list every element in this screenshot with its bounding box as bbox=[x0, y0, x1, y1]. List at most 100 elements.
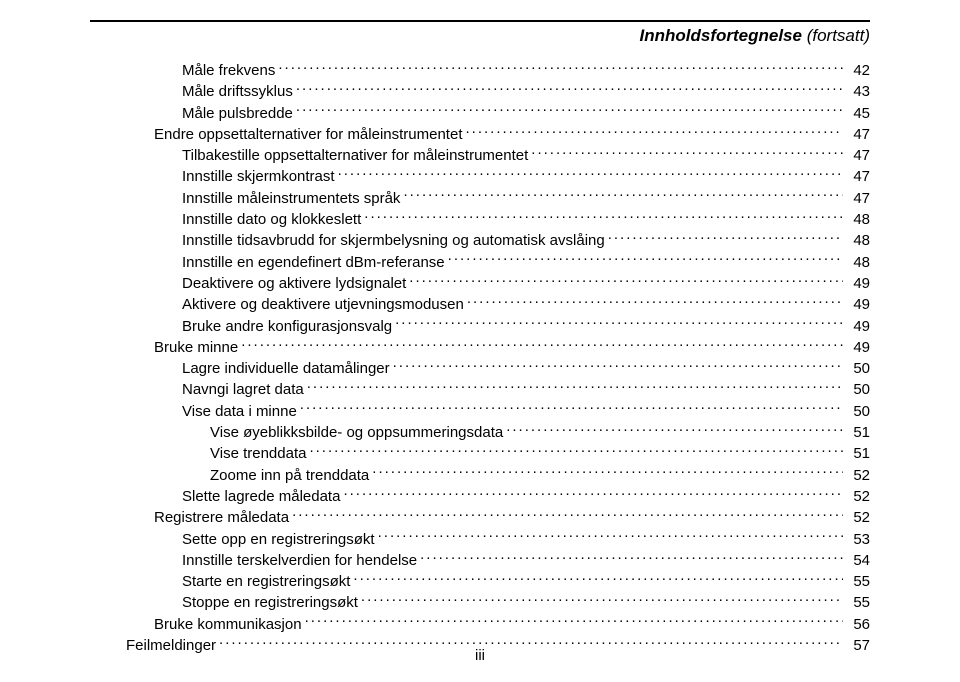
toc-label: Registrere måledata bbox=[154, 507, 289, 528]
toc-page-number: 47 bbox=[846, 166, 870, 187]
toc-label: Tilbakestille oppsettalternativer for må… bbox=[182, 145, 528, 166]
toc-page-number: 42 bbox=[846, 60, 870, 81]
page-number: iii bbox=[0, 647, 960, 664]
toc-label: Bruke kommunikasjon bbox=[154, 614, 302, 635]
toc-page-number: 49 bbox=[846, 294, 870, 315]
toc-label: Starte en registreringsøkt bbox=[182, 571, 350, 592]
toc-page-number: 53 bbox=[846, 529, 870, 550]
toc-entry: Starte en registreringsøkt 55 bbox=[90, 571, 870, 592]
toc-label: Måle frekvens bbox=[182, 60, 275, 81]
toc-label: Innstille tidsavbrudd for skjermbelysnin… bbox=[182, 230, 605, 251]
toc-label: Endre oppsettalternativer for måleinstru… bbox=[154, 124, 463, 145]
toc-page-number: 52 bbox=[846, 507, 870, 528]
toc-leader-dots bbox=[409, 273, 843, 288]
toc-page-number: 49 bbox=[846, 316, 870, 337]
toc-leader-dots bbox=[378, 529, 843, 544]
toc-label: Aktivere og deaktivere utjevningsmodusen bbox=[182, 294, 464, 315]
toc-entry: Måle driftssyklus 43 bbox=[90, 81, 870, 102]
toc-entry: Sette opp en registreringsøkt53 bbox=[90, 529, 870, 550]
toc-entry: Bruke minne 49 bbox=[90, 337, 870, 358]
toc-entry: Lagre individuelle datamålinger 50 bbox=[90, 358, 870, 379]
toc-entry: Slette lagrede måledata52 bbox=[90, 486, 870, 507]
toc-label: Innstille dato og klokkeslett bbox=[182, 209, 361, 230]
toc-entry: Deaktivere og aktivere lydsignalet 49 bbox=[90, 273, 870, 294]
table-of-contents: Måle frekvens42Måle driftssyklus43Måle p… bbox=[90, 60, 870, 656]
toc-page-number: 48 bbox=[846, 209, 870, 230]
toc-entry: Innstille en egendefinert dBm-referanse 4… bbox=[90, 252, 870, 273]
toc-page-number: 48 bbox=[846, 252, 870, 273]
toc-entry: Måle frekvens 42 bbox=[90, 60, 870, 81]
toc-page-number: 43 bbox=[846, 81, 870, 102]
toc-page-number: 50 bbox=[846, 401, 870, 422]
toc-leader-dots bbox=[305, 614, 843, 629]
toc-leader-dots bbox=[506, 422, 843, 437]
header-title: Innholdsfortegnelse (fortsatt) bbox=[90, 26, 870, 46]
toc-page-number: 51 bbox=[846, 422, 870, 443]
toc-page-number: 50 bbox=[846, 358, 870, 379]
toc-leader-dots bbox=[361, 592, 843, 607]
toc-label: Navngi lagret data bbox=[182, 379, 304, 400]
toc-entry: Endre oppsettalternativer for måleinstru… bbox=[90, 124, 870, 145]
toc-entry: Innstille skjermkontrast47 bbox=[90, 166, 870, 187]
toc-label: Lagre individuelle datamålinger bbox=[182, 358, 390, 379]
toc-label: Innstille terskelverdien for hendelse bbox=[182, 550, 417, 571]
toc-page-number: 47 bbox=[846, 124, 870, 145]
header-rule bbox=[90, 20, 870, 22]
toc-entry: Navngi lagret data 50 bbox=[90, 379, 870, 400]
toc-page-number: 52 bbox=[846, 465, 870, 486]
toc-entry: Vise trenddata51 bbox=[90, 443, 870, 464]
toc-page-number: 47 bbox=[846, 188, 870, 209]
toc-entry: Aktivere og deaktivere utjevningsmodusen… bbox=[90, 294, 870, 315]
toc-leader-dots bbox=[338, 166, 843, 181]
toc-leader-dots bbox=[531, 145, 843, 160]
toc-leader-dots bbox=[420, 550, 843, 565]
toc-leader-dots bbox=[300, 401, 843, 416]
header-title-cont: (fortsatt) bbox=[802, 26, 870, 45]
toc-leader-dots bbox=[372, 465, 843, 480]
toc-page-number: 55 bbox=[846, 592, 870, 613]
toc-leader-dots bbox=[448, 252, 843, 267]
toc-page-number: 49 bbox=[846, 273, 870, 294]
toc-page-number: 50 bbox=[846, 379, 870, 400]
toc-label: Bruke minne bbox=[154, 337, 238, 358]
toc-page-number: 49 bbox=[846, 337, 870, 358]
toc-entry: Innstille dato og klokkeslett 48 bbox=[90, 209, 870, 230]
toc-leader-dots bbox=[466, 124, 844, 139]
toc-entry: Stoppe en registreringsøkt 55 bbox=[90, 592, 870, 613]
toc-leader-dots bbox=[343, 486, 843, 501]
toc-label: Bruke andre konfigurasjonsvalg bbox=[182, 316, 392, 337]
toc-leader-dots bbox=[278, 60, 843, 75]
toc-label: Innstille måleinstrumentets språk bbox=[182, 188, 400, 209]
page-container: Innholdsfortegnelse (fortsatt) Måle frek… bbox=[0, 0, 960, 682]
toc-page-number: 55 bbox=[846, 571, 870, 592]
toc-label: Slette lagrede måledata bbox=[182, 486, 340, 507]
toc-entry: Innstille måleinstrumentets språk 47 bbox=[90, 188, 870, 209]
toc-entry: Bruke kommunikasjon 56 bbox=[90, 614, 870, 635]
toc-page-number: 45 bbox=[846, 103, 870, 124]
toc-entry: Måle pulsbredde 45 bbox=[90, 103, 870, 124]
toc-label: Zoome inn på trenddata bbox=[210, 465, 369, 486]
toc-label: Vise øyeblikksbilde- og oppsummeringsdat… bbox=[210, 422, 503, 443]
toc-label: Innstille en egendefinert dBm-referanse bbox=[182, 252, 445, 273]
toc-leader-dots bbox=[296, 81, 843, 96]
toc-leader-dots bbox=[296, 103, 843, 118]
toc-label: Måle driftssyklus bbox=[182, 81, 293, 102]
toc-leader-dots bbox=[608, 230, 843, 245]
toc-leader-dots bbox=[395, 316, 843, 331]
toc-entry: Innstille terskelverdien for hendelse 54 bbox=[90, 550, 870, 571]
toc-page-number: 54 bbox=[846, 550, 870, 571]
toc-entry: Zoome inn på trenddata 52 bbox=[90, 465, 870, 486]
toc-leader-dots bbox=[403, 188, 843, 203]
toc-entry: Tilbakestille oppsettalternativer for må… bbox=[90, 145, 870, 166]
toc-label: Stoppe en registreringsøkt bbox=[182, 592, 358, 613]
toc-entry: Innstille tidsavbrudd for skjermbelysnin… bbox=[90, 230, 870, 251]
toc-label: Deaktivere og aktivere lydsignalet bbox=[182, 273, 406, 294]
toc-leader-dots bbox=[353, 571, 843, 586]
toc-page-number: 51 bbox=[846, 443, 870, 464]
toc-entry: Bruke andre konfigurasjonsvalg 49 bbox=[90, 316, 870, 337]
toc-entry: Vise data i minne50 bbox=[90, 401, 870, 422]
toc-leader-dots bbox=[393, 358, 843, 373]
toc-label: Måle pulsbredde bbox=[182, 103, 293, 124]
toc-page-number: 56 bbox=[846, 614, 870, 635]
toc-page-number: 48 bbox=[846, 230, 870, 251]
